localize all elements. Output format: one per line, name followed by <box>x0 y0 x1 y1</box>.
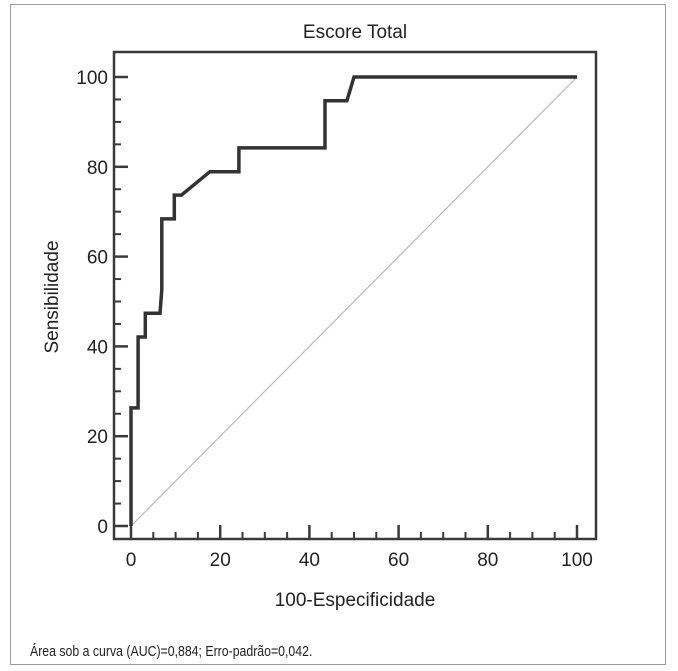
axis-ticks: 0 20 40 60 80 100 0 20 40 60 80 100 <box>76 68 593 571</box>
x-tick-label: 40 <box>299 550 320 571</box>
y-tick-label: 20 <box>87 427 108 448</box>
y-tick-label: 80 <box>87 158 108 179</box>
x-tick-label: 20 <box>210 550 231 571</box>
series-group <box>129 75 578 527</box>
chart-title: Escore Total <box>303 22 407 43</box>
x-tick-label: 0 <box>126 550 137 571</box>
y-tick-label: 0 <box>97 517 108 538</box>
y-tick-label: 100 <box>76 68 108 89</box>
figure-frame <box>10 4 666 665</box>
figure-caption: Área sob a curva (AUC)=0,884; Erro-padrã… <box>30 643 313 660</box>
x-tick-label: 60 <box>388 550 409 571</box>
y-tick-label: 60 <box>87 248 108 269</box>
plot-area <box>112 50 598 541</box>
y-axis-label: Sensibilidade <box>42 240 63 353</box>
reference-diagonal-line <box>130 76 578 527</box>
x-tick-label: 80 <box>477 550 498 571</box>
x-tick-label: 100 <box>561 550 593 571</box>
roc-curve-line <box>129 75 577 526</box>
x-axis-label: 100-Especificidade <box>275 590 436 611</box>
y-tick-label: 40 <box>87 337 108 358</box>
